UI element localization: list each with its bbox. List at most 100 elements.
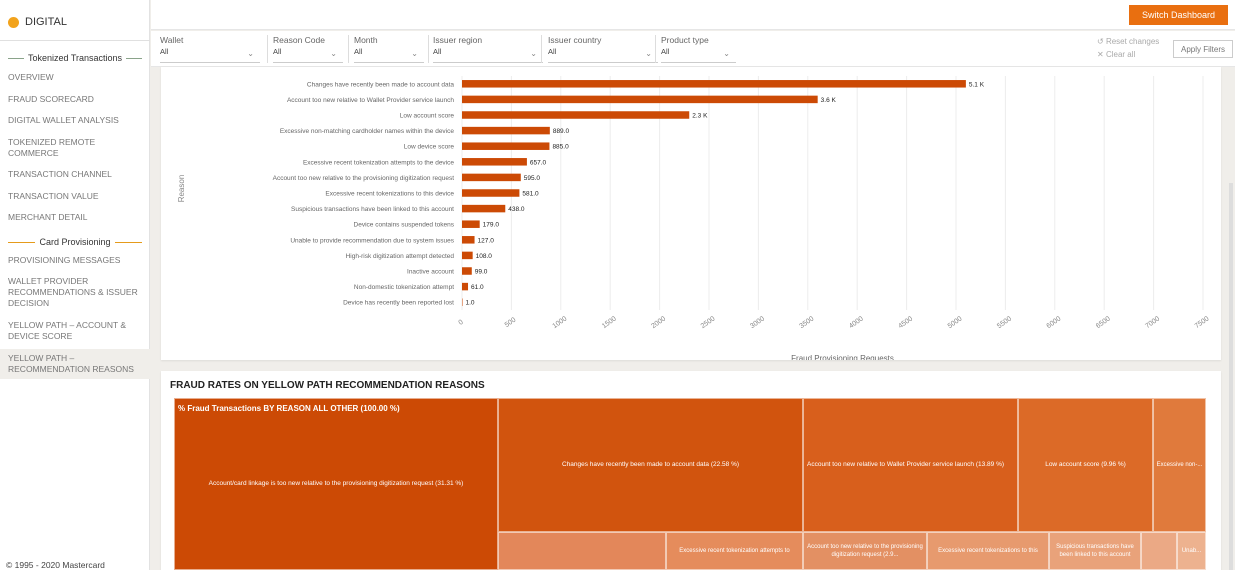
divider xyxy=(541,35,542,63)
y-tick-label: High-risk digitization attempt detected xyxy=(346,253,455,260)
treemap-tile[interactable] xyxy=(498,532,666,570)
filter-label: Reason Code xyxy=(273,35,325,45)
chevron-down-icon: ⌄ xyxy=(723,49,730,58)
bar xyxy=(462,80,966,88)
switch-dashboard-button[interactable]: Switch Dashboard xyxy=(1129,5,1228,25)
section-label: Card Provisioning xyxy=(39,237,111,247)
brand-logo[interactable]: DIGITAL xyxy=(8,12,67,32)
treemap-tile[interactable]: Excessive non-... xyxy=(1153,398,1206,532)
reset-label: Reset changes xyxy=(1105,37,1160,46)
data-label: 595.0 xyxy=(524,175,541,182)
divider xyxy=(114,241,143,243)
treemap-tile[interactable]: Unab... xyxy=(1177,532,1206,570)
filter-issuer-region[interactable]: Issuer region All ⌄ xyxy=(433,35,543,63)
y-tick-label: Low account score xyxy=(400,113,455,120)
bar xyxy=(462,267,472,275)
data-label: 889.0 xyxy=(553,128,570,135)
clear-all-button[interactable]: ✕ Clear all xyxy=(1097,50,1135,59)
filter-value: All xyxy=(548,47,557,56)
apply-filters-button[interactable]: Apply Filters xyxy=(1173,40,1233,58)
scrollbar-thumb[interactable] xyxy=(1229,183,1233,570)
data-label: 1.0 xyxy=(466,300,475,307)
sidebar-item-overview[interactable]: OVERVIEW xyxy=(8,72,54,82)
treemap-tile-label: Excessive recent tokenizations to this xyxy=(938,548,1038,554)
filter-value: All xyxy=(354,47,363,56)
x-tick-label: 5000 xyxy=(947,315,964,330)
bar xyxy=(462,173,521,182)
bar xyxy=(462,158,527,166)
filter-label: Issuer region xyxy=(433,35,483,45)
treemap-tile[interactable]: Excessive recent tokenization attempts t… xyxy=(666,532,803,570)
filter-month[interactable]: Month All ⌄ xyxy=(354,35,424,63)
data-label: 2.3 K xyxy=(692,113,708,120)
sidebar: DIGITAL Tokenized Transactions OVERVIEW … xyxy=(0,0,150,570)
treemap-tile[interactable]: Excessive recent tokenizations to this xyxy=(927,532,1049,570)
sidebar-item-transaction-channel[interactable]: TRANSACTION CHANNEL xyxy=(8,169,112,179)
divider xyxy=(354,62,424,63)
filter-issuer-country[interactable]: Issuer country All ⌄ xyxy=(548,35,658,63)
filter-reason-code[interactable]: Reason Code All ⌄ xyxy=(273,35,343,63)
treemap-tile-label: Changes have recently been made to accou… xyxy=(561,461,740,468)
filter-product-type[interactable]: Product type All ⌄ xyxy=(661,35,736,63)
bar xyxy=(462,189,520,197)
sidebar-item-provisioning-messages[interactable]: PROVISIONING MESSAGES xyxy=(8,255,121,265)
reset-changes-button[interactable]: ↺ Reset changes xyxy=(1097,37,1159,46)
sidebar-item-wallet-provider-recommendations[interactable]: WALLET PROVIDER RECOMMENDATIONS & ISSUER… xyxy=(8,276,138,308)
data-label: 179.0 xyxy=(483,222,500,229)
chevron-down-icon: ⌄ xyxy=(330,49,337,58)
data-label: 108.0 xyxy=(476,253,493,260)
divider xyxy=(428,35,429,63)
x-tick-label: 1000 xyxy=(552,315,569,330)
section-label: Tokenized Transactions xyxy=(27,53,123,63)
filter-label: Issuer country xyxy=(548,35,602,45)
treemap-tile[interactable]: Changes have recently been made to accou… xyxy=(498,398,803,532)
bar xyxy=(462,298,463,306)
treemap-tile[interactable]: Suspicious transactions have been linked… xyxy=(1049,532,1141,570)
treemap-tile[interactable]: Account too new relative to Wallet Provi… xyxy=(803,398,1018,532)
treemap-tile-label: Account/card linkage is too new relative… xyxy=(208,480,464,487)
x-tick-label: 3000 xyxy=(749,315,766,330)
filter-label: Wallet xyxy=(160,35,184,45)
y-tick-label: Excessive non-matching cardholder names … xyxy=(280,128,455,135)
treemap-header: % Fraud Transactions BY REASON ALL OTHER… xyxy=(178,404,400,413)
treemap-tile[interactable] xyxy=(1141,532,1177,570)
sidebar-item-tokenized-remote-commerce[interactable]: TOKENIZED REMOTE COMMERCE xyxy=(8,137,96,158)
bar xyxy=(462,126,550,135)
sidebar-item-transaction-value[interactable]: TRANSACTION VALUE xyxy=(8,191,99,201)
sidebar-item-merchant-detail[interactable]: MERCHANT DETAIL xyxy=(8,212,88,222)
y-tick-label: Excessive recent tokenizations to this d… xyxy=(325,191,454,198)
footer-copyright: © 1995 - 2020 Mastercard xyxy=(6,560,105,570)
filter-value: All xyxy=(273,47,282,56)
filter-wallet[interactable]: Wallet All ⌄ xyxy=(160,35,260,63)
treemap-tile[interactable]: Account/card linkage is too new relative… xyxy=(174,398,498,570)
sidebar-item-yellow-path-account-device-score[interactable]: YELLOW PATH – ACCOUNT & DEVICE SCORE xyxy=(8,320,127,341)
treemap-tile[interactable]: Low account score (9.96 %) xyxy=(1018,398,1153,532)
divider xyxy=(433,62,543,63)
data-label: 885.0 xyxy=(552,144,569,151)
chevron-down-icon: ⌄ xyxy=(247,49,254,58)
y-tick-label: Account too new relative to Wallet Provi… xyxy=(287,97,454,104)
chevron-down-icon: ⌄ xyxy=(530,49,537,58)
treemap-tile-label: Excessive recent tokenization attempts t… xyxy=(679,548,790,554)
filter-value: All xyxy=(661,47,670,56)
filter-value: All xyxy=(160,47,169,56)
sidebar-item-digital-wallet-analysis[interactable]: DIGITAL WALLET ANALYSIS xyxy=(8,115,119,125)
treemap-title: FRAUD RATES ON YELLOW PATH RECOMMENDATIO… xyxy=(170,380,485,391)
bar-chart-card: 0 500 1000 1500 2000 2500 3000 3500 4000 4500 5000… xyxy=(161,67,1221,363)
bar xyxy=(462,111,690,119)
divider xyxy=(273,62,343,63)
top-bar: Switch Dashboard xyxy=(151,0,1235,30)
treemap-tile[interactable]: Account too new relative to the provisio… xyxy=(803,532,927,570)
divider xyxy=(267,35,268,63)
divider xyxy=(348,35,349,63)
divider xyxy=(661,62,736,63)
divider xyxy=(160,62,260,63)
divider xyxy=(126,57,142,59)
x-tick-label: 4000 xyxy=(848,315,865,330)
treemap-tile-label: Account too new relative to Wallet Provi… xyxy=(807,461,1005,468)
sidebar-item-fraud-scorecard[interactable]: FRAUD SCORECARD xyxy=(8,94,94,104)
sidebar-item-yellow-path-recommendation-reasons[interactable]: YELLOW PATH – RECOMMENDATION REASONS xyxy=(0,349,150,379)
data-label: 5.1 K xyxy=(969,81,985,88)
treemap-tile-label: Account too new relative to the provisio… xyxy=(807,544,923,558)
brand-dot-icon xyxy=(8,16,19,28)
